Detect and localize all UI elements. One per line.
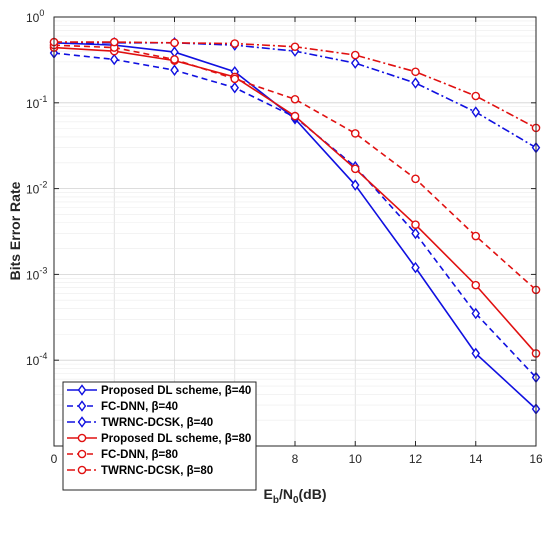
- legend-label: TWRNC-DCSK, β=80: [101, 465, 213, 477]
- data-point: [290, 94, 300, 104]
- legend-marker: [77, 465, 87, 475]
- legend-label: TWRNC-DCSK, β=40: [101, 417, 213, 429]
- legend-box: [62, 381, 257, 491]
- legend-item: TWRNC-DCSK, β=40: [67, 416, 213, 429]
- data-point: [411, 261, 420, 274]
- data-point: [350, 50, 360, 60]
- data-point: [350, 129, 360, 138]
- data-point: [230, 81, 240, 94]
- data-point: [471, 307, 481, 320]
- y-axis-label: Bits Error Rate: [7, 181, 23, 280]
- data-point: [290, 42, 300, 52]
- y-tick-label: 10-3: [26, 265, 47, 282]
- x-axis-label: Eb/N0(dB): [263, 486, 326, 506]
- y-tick-exponent: -2: [39, 180, 47, 190]
- y-tick-base: 10: [26, 268, 40, 282]
- data-point: [170, 38, 179, 48]
- x-tick-label: 8: [292, 452, 299, 466]
- legend-item: FC-DNN, β=80: [67, 449, 178, 461]
- data-point: [290, 111, 300, 121]
- y-tick-label: 10-4: [26, 351, 47, 368]
- x-tick-label: 0: [51, 452, 58, 466]
- y-tick-exponent: 0: [39, 8, 44, 18]
- data-point: [170, 64, 179, 76]
- legend: Proposed DL scheme, β=40 FC-DNN, β=40 TWRN…: [62, 381, 257, 491]
- legend-marker: [77, 449, 87, 459]
- legend-label: FC-DNN, β=80: [101, 449, 178, 461]
- legend-item: Proposed DL scheme, β=40: [67, 384, 251, 397]
- series-line: [53, 44, 537, 291]
- legend-marker: [77, 384, 87, 396]
- data-point: [411, 174, 420, 184]
- x-tick-label: 14: [469, 452, 483, 466]
- data-point: [230, 39, 240, 48]
- legend-marker: [77, 433, 87, 443]
- data-point: [471, 91, 481, 101]
- data-point: [471, 347, 481, 360]
- legend-marker: [77, 400, 87, 412]
- y-tick-label: 10-1: [26, 94, 47, 111]
- data-point: [350, 179, 360, 191]
- data-point: [109, 37, 119, 47]
- x-tick-label: 10: [349, 452, 363, 466]
- data-point: [350, 57, 360, 69]
- x-tick-label: 16: [529, 452, 543, 466]
- legend-item: Proposed DL scheme, β=80: [67, 433, 251, 445]
- legend-item: TWRNC-DCSK, β=80: [67, 465, 213, 477]
- y-tick-label: 10-2: [26, 180, 47, 197]
- legend-label: Proposed DL scheme, β=40: [101, 385, 251, 397]
- data-point: [170, 55, 179, 64]
- y-tick-base: 10: [26, 183, 40, 197]
- data-point: [411, 227, 420, 240]
- data-point: [411, 77, 420, 89]
- data-point: [230, 74, 240, 84]
- y-tick-base: 10: [26, 354, 40, 368]
- legend-marker: [77, 416, 87, 428]
- data-point: [471, 106, 481, 118]
- data-point: [471, 231, 481, 241]
- legend-label: FC-DNN, β=40: [101, 401, 178, 413]
- y-tick-exponent: -1: [39, 94, 47, 104]
- y-tick-base: 10: [26, 97, 40, 111]
- y-tick-label: 100: [26, 8, 44, 25]
- data-point: [411, 67, 420, 77]
- y-tick-exponent: -3: [39, 265, 47, 275]
- series-6: [49, 37, 541, 133]
- legend-label: Proposed DL scheme, β=80: [101, 433, 251, 445]
- y-tick-base: 10: [26, 11, 40, 25]
- y-tick-exponent: -4: [39, 351, 47, 361]
- data-point: [350, 164, 360, 174]
- data-point: [109, 53, 119, 66]
- series-layer: [49, 37, 541, 415]
- data-point: [471, 280, 481, 290]
- data-point: [411, 220, 420, 229]
- x-tick-label: 12: [409, 452, 423, 466]
- legend-item: FC-DNN, β=40: [67, 400, 178, 413]
